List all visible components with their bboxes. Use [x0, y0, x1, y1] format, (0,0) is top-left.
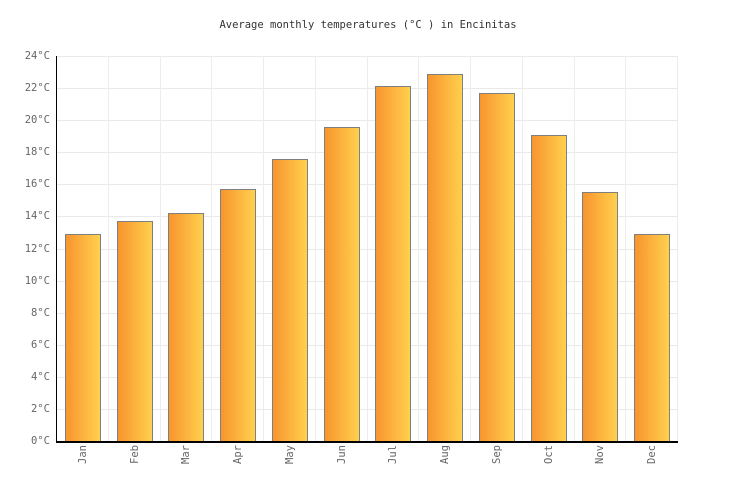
h-gridline — [57, 376, 678, 378]
bar-feb[interactable] — [116, 221, 153, 441]
x-axis-line — [56, 441, 678, 443]
v-gridline — [418, 56, 420, 441]
v-gridline — [211, 56, 213, 441]
x-axis-label: Apr — [232, 445, 245, 464]
bar-oct[interactable] — [530, 134, 567, 441]
y-axis-label: 14°C — [24, 210, 50, 223]
y-axis-label: 4°C — [31, 370, 50, 383]
bar-jun[interactable] — [323, 126, 360, 441]
y-axis-label: 22°C — [24, 82, 50, 95]
y-axis-label: 6°C — [31, 338, 50, 351]
x-axis-label: Nov — [594, 445, 607, 464]
x-label-cell: Jul — [368, 445, 420, 481]
bar-dec[interactable] — [634, 234, 671, 441]
x-label-cell: Apr — [212, 445, 264, 481]
v-gridline — [573, 56, 575, 441]
x-label-cell: May — [264, 445, 316, 481]
h-gridline — [57, 312, 678, 314]
x-label-cell: Oct — [523, 445, 575, 481]
v-gridline — [521, 56, 523, 441]
y-axis-label: 18°C — [24, 146, 50, 159]
x-label-cell: Dec — [626, 445, 678, 481]
y-axis-label: 12°C — [24, 242, 50, 255]
bar-nov[interactable] — [582, 192, 619, 441]
y-axis-label: 2°C — [31, 402, 50, 415]
y-axis-label: 24°C — [24, 50, 50, 62]
v-gridline — [677, 56, 678, 441]
x-label-cell: Nov — [575, 445, 627, 481]
x-label-cell: Mar — [161, 445, 213, 481]
h-gridline — [57, 88, 678, 90]
h-gridline — [57, 184, 678, 186]
h-gridline — [57, 152, 678, 154]
chart-title: Average monthly temperatures (°C ) in En… — [219, 19, 517, 31]
x-axis-label: Feb — [128, 445, 141, 464]
x-axis-label: Sep — [490, 445, 503, 464]
x-axis-label: Oct — [542, 445, 555, 464]
bar-aug[interactable] — [427, 73, 464, 441]
y-axis-label: 10°C — [24, 274, 50, 287]
v-gridline — [159, 56, 161, 441]
bar-mar[interactable] — [168, 213, 205, 441]
y-axis-label: 20°C — [24, 114, 50, 127]
bar-jan[interactable] — [64, 234, 101, 441]
x-axis-label: Jul — [387, 445, 400, 464]
y-axis-label: 8°C — [31, 306, 50, 319]
v-gridline — [107, 56, 109, 441]
v-gridline — [470, 56, 471, 441]
h-gridline — [57, 56, 678, 57]
x-label-cell: Feb — [109, 445, 161, 481]
h-gridline — [57, 248, 678, 250]
y-axis-line — [56, 56, 57, 443]
y-axis-label: 0°C — [31, 435, 50, 447]
h-gridline — [57, 120, 678, 122]
x-label-cell: Jan — [57, 445, 109, 481]
v-gridline — [263, 56, 264, 441]
v-gridline — [625, 56, 627, 441]
x-axis-label: Aug — [439, 445, 452, 464]
x-label-cell: Sep — [471, 445, 523, 481]
plot-area — [57, 56, 678, 441]
bar-jul[interactable] — [375, 86, 412, 441]
y-axis-label: 16°C — [24, 178, 50, 191]
h-gridline — [57, 344, 678, 346]
v-gridline — [366, 56, 368, 441]
bar-apr[interactable] — [220, 189, 257, 441]
h-gridline — [57, 216, 678, 218]
h-gridline — [57, 280, 678, 282]
h-gridline — [57, 408, 678, 410]
x-label-cell: Jun — [316, 445, 368, 481]
x-axis-label: Dec — [646, 445, 659, 464]
x-axis-label: May — [283, 445, 296, 464]
x-label-cell: Aug — [419, 445, 471, 481]
x-axis-label: Jan — [76, 445, 89, 464]
v-gridline — [314, 56, 316, 441]
x-axis-label: Jun — [335, 445, 348, 464]
x-axis-label: Mar — [180, 445, 193, 464]
bar-may[interactable] — [271, 158, 308, 441]
bar-sep[interactable] — [478, 92, 515, 441]
